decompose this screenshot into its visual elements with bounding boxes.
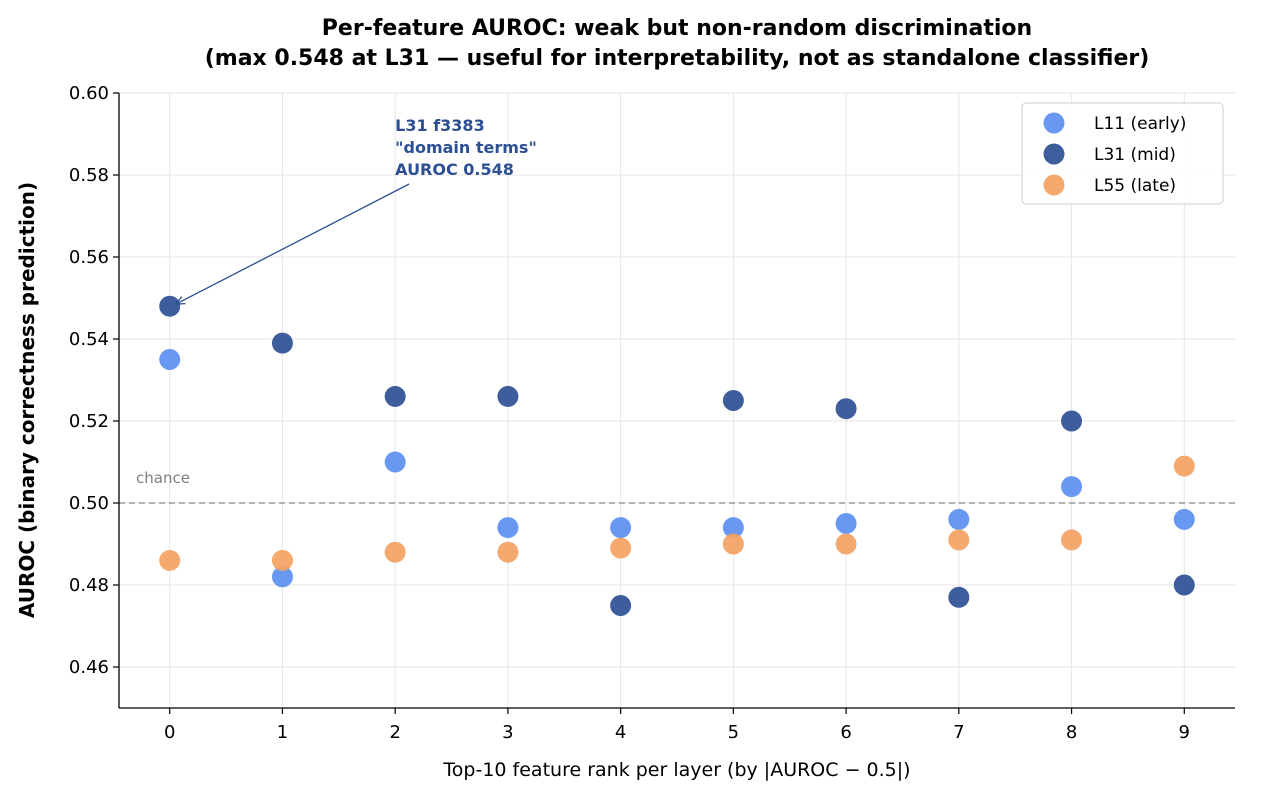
point-series-0-rank-4	[610, 517, 632, 539]
chart-title-line-2: (max 0.548 at L31 — useful for interpret…	[205, 46, 1150, 71]
x-tick-label: 1	[277, 722, 288, 743]
x-tick-label: 2	[389, 722, 400, 743]
point-series-1-rank-7	[948, 586, 970, 608]
y-tick-label: 0.52	[69, 411, 109, 432]
point-series-1-rank-1	[271, 332, 293, 354]
legend-marker-2	[1043, 174, 1065, 196]
point-series-1-rank-2	[384, 385, 406, 407]
point-series-1-rank-3	[497, 385, 519, 407]
point-series-0-rank-7	[948, 508, 970, 530]
x-tick-label: 4	[615, 722, 626, 743]
x-tick-label: 9	[1179, 722, 1190, 743]
point-series-1-rank-5	[722, 390, 744, 411]
legend-marker-0	[1043, 112, 1065, 134]
legend: L11 (early) L31 (mid) L55 (late)	[1021, 102, 1224, 205]
point-series-0-rank-2	[384, 451, 406, 473]
point-series-2-rank-5	[722, 533, 744, 555]
point-series-1-rank-4	[610, 595, 632, 616]
point-series-2-rank-1	[271, 549, 293, 571]
y-tick-label: 0.56	[69, 247, 109, 268]
x-tick-label: 8	[1066, 722, 1077, 743]
y-axis-label: AUROC (binary correctness prediction)	[15, 182, 39, 618]
point-series-2-rank-7	[948, 529, 970, 551]
point-series-0-rank-9	[1173, 508, 1195, 530]
annotation-arrow	[176, 183, 410, 304]
x-tick-label: 5	[728, 722, 739, 743]
annotation-text-line-3: AUROC 0.548	[395, 160, 514, 179]
point-series-0-rank-3	[497, 517, 519, 539]
point-series-2-rank-6	[835, 533, 857, 555]
point-series-1-rank-0	[159, 295, 181, 317]
chart-title-line-1: Per-feature AUROC: weak but non-random d…	[322, 16, 1032, 41]
point-series-2-rank-2	[384, 541, 406, 563]
point-series-1-rank-8	[1061, 410, 1083, 432]
point-series-2-rank-4	[610, 537, 632, 559]
y-tick-label: 0.50	[69, 493, 109, 514]
y-tick-label: 0.46	[69, 657, 109, 678]
point-series-1-rank-9	[1173, 574, 1195, 596]
data-points	[159, 295, 1195, 616]
point-series-2-rank-8	[1061, 529, 1083, 551]
annotation-text-line-2: "domain terms"	[395, 138, 537, 157]
point-series-2-rank-9	[1173, 455, 1195, 477]
x-axis-label: Top-10 feature rank per layer (by |AUROC…	[442, 759, 910, 781]
point-series-2-rank-0	[159, 549, 181, 571]
chance-reference: chance	[119, 469, 1235, 504]
y-tick-label: 0.58	[69, 165, 109, 186]
point-series-2-rank-3	[497, 541, 519, 563]
x-tick-label: 7	[953, 722, 964, 743]
y-tick-label: 0.60	[69, 83, 109, 104]
x-tick-label: 6	[840, 722, 851, 743]
x-tick-label: 0	[164, 722, 175, 743]
y-tick-label: 0.48	[69, 575, 109, 596]
point-series-0-rank-6	[835, 513, 857, 534]
x-tick-label: 3	[502, 722, 513, 743]
legend-label-2: L55 (late)	[1094, 176, 1176, 196]
y-ticks: 0.46 0.48 0.50 0.52 0.54 0.56 0.58 0.60	[69, 83, 119, 678]
legend-marker-1	[1043, 143, 1065, 165]
point-series-0-rank-5	[722, 517, 744, 539]
x-ticks: 0 1 2 3 4 5 6 7 8 9	[164, 708, 1190, 743]
point-series-0-rank-0	[159, 349, 181, 370]
axes	[118, 93, 1235, 709]
y-tick-label: 0.54	[69, 329, 109, 350]
chance-label: chance	[136, 469, 190, 487]
point-series-1-rank-6	[835, 398, 857, 420]
legend-box	[1021, 102, 1224, 205]
annotation: L31 f3383 "domain terms" AUROC 0.548	[176, 116, 537, 304]
legend-label-1: L31 (mid)	[1094, 145, 1176, 165]
annotation-text-line-1: L31 f3383	[395, 116, 485, 135]
point-series-0-rank-8	[1061, 476, 1083, 498]
legend-label-0: L11 (early)	[1094, 114, 1186, 134]
point-series-0-rank-1	[271, 566, 293, 588]
